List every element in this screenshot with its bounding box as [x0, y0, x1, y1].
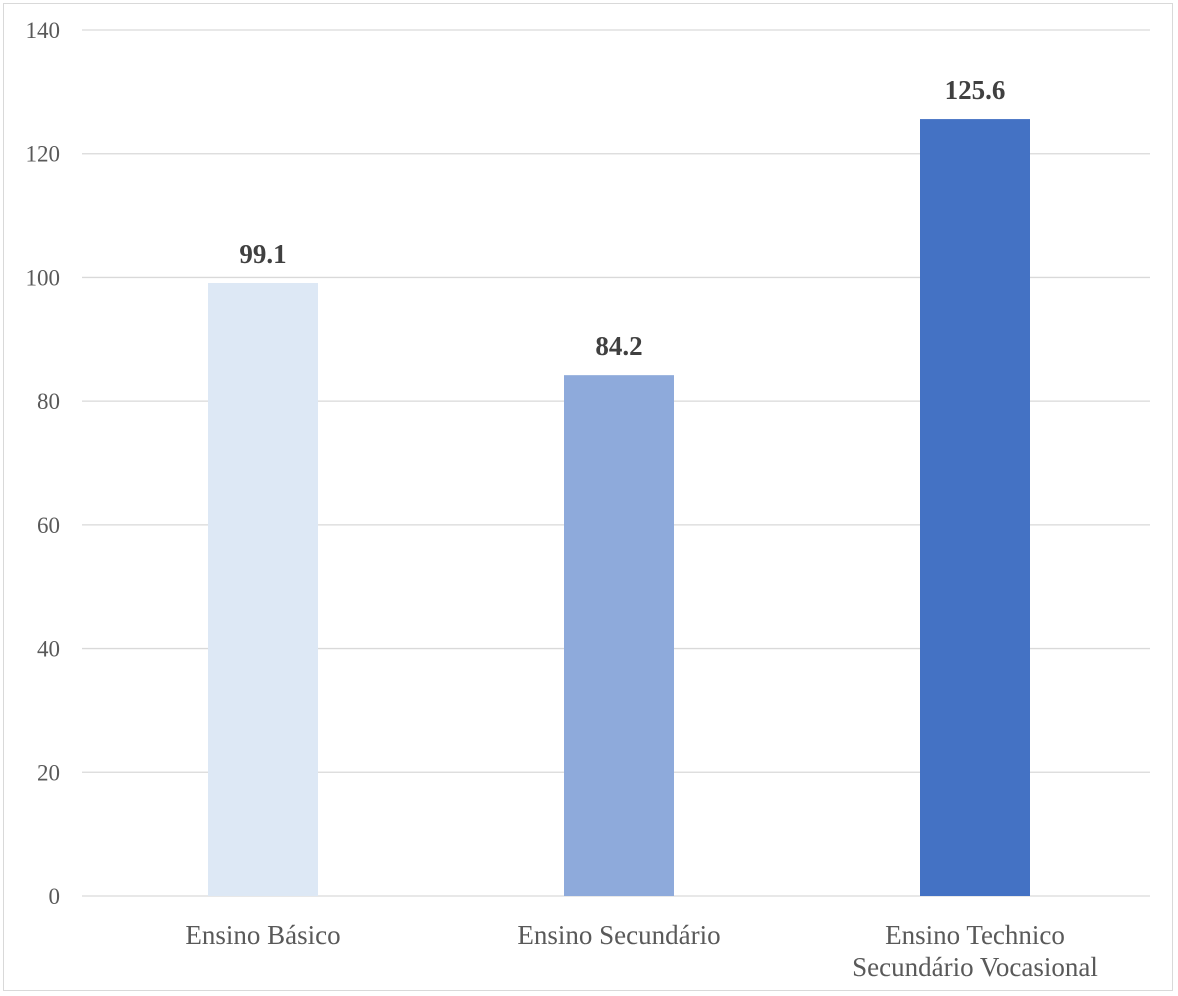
y-tick-label: 120: [26, 142, 61, 167]
bar: [564, 375, 674, 897]
bar: [208, 282, 318, 896]
category-label: Secundário Vocasional: [852, 952, 1098, 982]
y-tick-label: 80: [37, 389, 60, 414]
data-label: 84.2: [595, 331, 642, 361]
y-tick-label: 60: [37, 513, 60, 538]
x-axis-categories: Ensino Básico Ensino Secundário Ensino Tec…: [185, 920, 1097, 982]
y-tick-label: 0: [49, 884, 61, 909]
bars: [208, 119, 1030, 897]
data-label: 99.1: [239, 239, 286, 269]
y-tick-label: 40: [37, 637, 60, 662]
y-tick-label: 100: [26, 265, 61, 290]
category-label: Ensino Secundário: [517, 920, 720, 950]
y-axis-ticks: 0 20 40 60 80 100 120 140: [26, 18, 61, 909]
y-tick-label: 140: [26, 18, 61, 43]
category-label: Ensino Technico: [885, 920, 1065, 950]
data-label: 125.6: [945, 75, 1006, 105]
y-tick-label: 20: [37, 760, 60, 785]
data-labels: 99.1 84.2 125.6: [239, 75, 1005, 361]
bar: [920, 119, 1030, 897]
category-label: Ensino Básico: [185, 920, 340, 950]
